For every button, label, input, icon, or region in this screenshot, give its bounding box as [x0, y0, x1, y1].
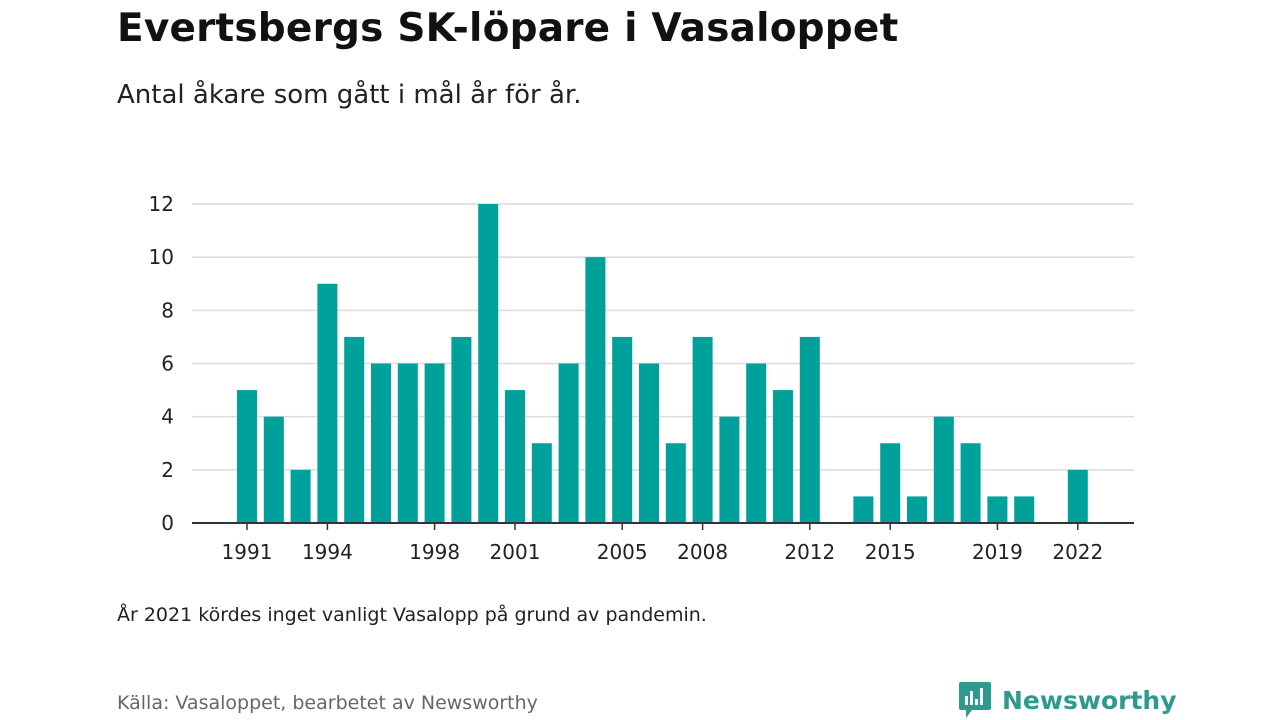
bar — [799, 336, 820, 523]
bar — [344, 336, 365, 523]
x-tick-label: 2005 — [597, 540, 648, 564]
x-tick-label: 1994 — [302, 540, 353, 564]
bar — [612, 336, 633, 523]
bar — [371, 363, 391, 523]
x-tick-label: 2019 — [972, 540, 1023, 564]
bar — [692, 336, 713, 523]
bar — [424, 363, 445, 523]
x-tick-label: 2008 — [677, 540, 728, 564]
chart-title: Evertsbergs SK-löpare i Vasaloppet — [117, 6, 899, 51]
bar — [531, 443, 552, 523]
x-tick-label: 2001 — [490, 540, 541, 564]
brand-logo: Newsworthy — [958, 680, 1177, 720]
y-tick-label: 4 — [161, 405, 174, 429]
bar — [987, 496, 1008, 523]
bar — [907, 496, 927, 523]
bar-chart: 0 2 4 6 8 10 12 1991 1994 1998 2001 2005 2008 2012 20… — [149, 192, 1134, 564]
bar — [263, 416, 284, 523]
chart-subtitle: Antal åkare som gått i mål år för år. — [117, 80, 582, 110]
bar — [639, 363, 659, 523]
bar — [746, 363, 767, 523]
x-tick-label: 2022 — [1052, 540, 1103, 564]
x-tick-label: 2012 — [784, 540, 835, 564]
x-axis-ticks: 1991 1994 1998 2001 2005 2008 2012 2015 2019 2022 — [222, 523, 1103, 564]
y-tick-label: 10 — [149, 245, 174, 269]
bar — [505, 390, 525, 523]
bar — [478, 204, 499, 523]
bar — [773, 390, 793, 523]
brand-name: Newsworthy — [1002, 685, 1177, 715]
x-tick-label: 1998 — [409, 540, 460, 564]
chart-note: År 2021 kördes inget vanligt Vasalopp på… — [117, 604, 707, 626]
newsworthy-logo-icon — [959, 682, 991, 718]
bar — [719, 416, 740, 523]
bars — [237, 204, 1088, 523]
bar — [558, 363, 579, 523]
bar — [290, 469, 311, 523]
bar — [665, 443, 686, 523]
x-tick-label: 1991 — [222, 540, 273, 564]
bar — [1067, 469, 1088, 523]
y-axis-ticks: 0 2 4 6 8 10 12 — [149, 192, 174, 535]
y-tick-label: 12 — [149, 192, 174, 216]
bar — [585, 257, 606, 523]
bar — [451, 336, 472, 523]
source-text: Källa: Vasaloppet, bearbetet av Newswort… — [117, 692, 538, 714]
bar — [317, 283, 338, 523]
bar — [880, 443, 901, 523]
bar — [853, 496, 874, 523]
bar — [933, 416, 954, 523]
y-tick-label: 0 — [161, 511, 174, 535]
bar — [397, 363, 418, 523]
bar — [237, 390, 257, 523]
bar — [1014, 496, 1035, 523]
y-tick-label: 8 — [161, 298, 174, 322]
y-tick-label: 6 — [161, 352, 174, 376]
x-tick-label: 2015 — [865, 540, 916, 564]
bar — [960, 443, 981, 523]
y-tick-label: 2 — [161, 458, 174, 482]
